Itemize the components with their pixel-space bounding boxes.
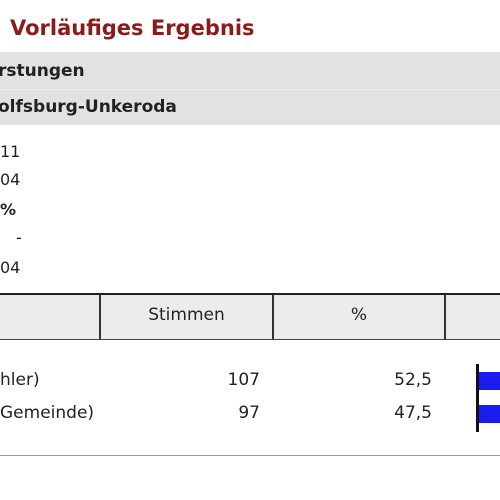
percent: 47,5	[394, 403, 432, 423]
votes: 97	[238, 403, 260, 423]
percent: 52,5	[394, 370, 432, 390]
column-header: Stimmen	[148, 305, 225, 325]
result-bar	[479, 405, 500, 423]
info-value: 11	[0, 142, 21, 161]
column-border	[444, 295, 446, 339]
footer-line	[0, 455, 500, 456]
party-name: hler)	[0, 370, 40, 390]
header-line: rstungen	[0, 61, 85, 81]
party-name: Gemeinde)	[0, 403, 95, 423]
info-value: 04	[0, 258, 21, 277]
result-bar	[479, 372, 500, 390]
band-divider	[0, 89, 500, 90]
info-value: %	[0, 200, 17, 219]
header-line: olfsburg-Unkeroda	[0, 97, 177, 117]
column-border	[272, 295, 274, 339]
info-value: -	[16, 228, 22, 247]
column-header: %	[350, 305, 368, 325]
table-header	[0, 293, 500, 340]
votes: 107	[227, 370, 260, 390]
page-title: Vorläufiges Ergebnis	[10, 16, 255, 40]
info-value: 04	[0, 170, 21, 189]
column-border	[99, 295, 101, 339]
bar-axis	[476, 364, 479, 432]
header-band	[0, 52, 500, 125]
